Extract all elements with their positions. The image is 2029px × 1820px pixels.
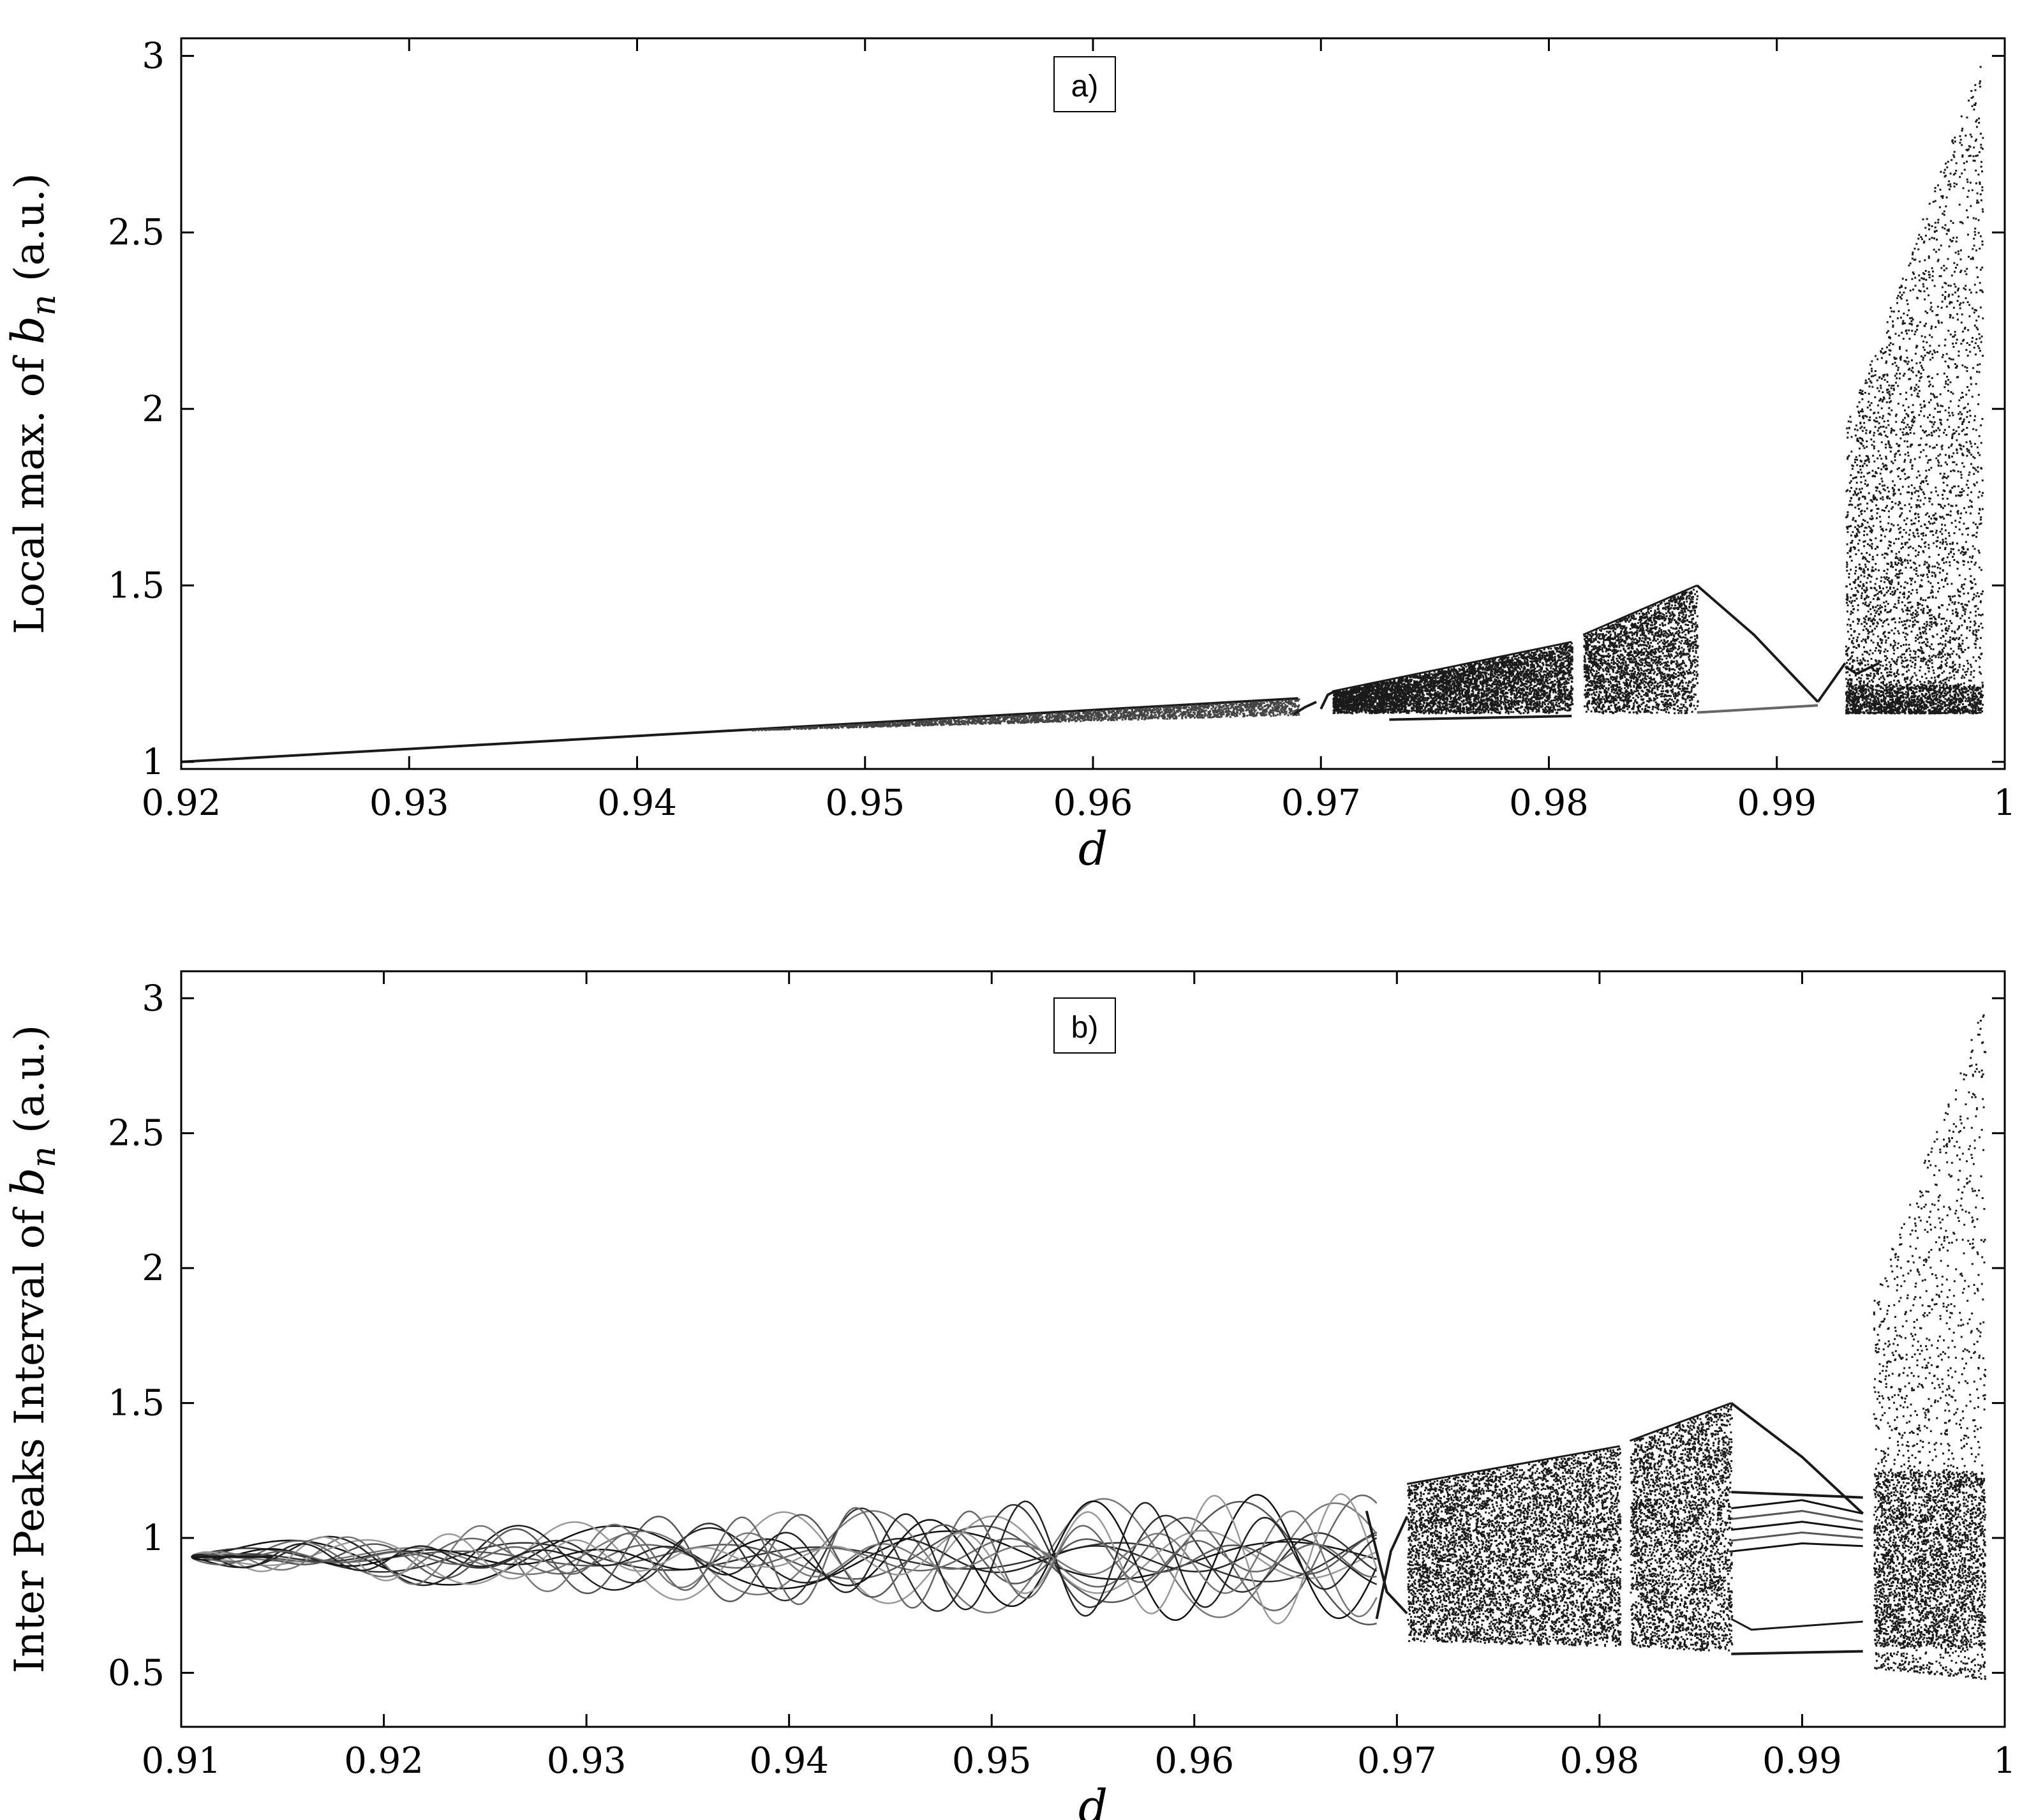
x-tick-label: 0.93 xyxy=(369,782,449,824)
panel-b-x-ticks: 0.91 0.92 0.93 0.94 0.95 0.96 0.97 0.98 0.99 1 xyxy=(142,971,2016,1782)
panel-a-label: a) xyxy=(1071,70,1099,103)
bottom-branch xyxy=(1731,1650,1863,1655)
panel-b-label-box xyxy=(1053,997,1116,1054)
y-tick-label: 1.5 xyxy=(108,565,165,606)
panel-b-axes-frame xyxy=(180,970,2006,1728)
y-tick-label: 2.5 xyxy=(108,212,165,253)
interval-band-edge xyxy=(1629,1402,1732,1442)
middle-branch xyxy=(1731,1542,1863,1553)
wedge-curve xyxy=(191,1531,1378,1583)
rising-branch xyxy=(1817,662,1847,703)
panel-a-x-ticks: 0.92 0.93 0.94 0.95 0.96 0.97 0.98 0.99 1 xyxy=(142,38,2016,824)
wedge-curve xyxy=(191,1500,1378,1617)
x-tick-label: 0.96 xyxy=(1154,1740,1234,1782)
low-branch xyxy=(1389,715,1572,721)
x-tick-label: 0.92 xyxy=(142,782,221,824)
middle-branch xyxy=(1731,1521,1863,1531)
chaotic-band-2 xyxy=(1583,588,1699,715)
middle-branch xyxy=(1731,1510,1863,1523)
descending-branch xyxy=(1696,584,1819,703)
panel-a-y-axis-title-prefix: Local max. of xyxy=(6,345,54,634)
chaotic-band-1 xyxy=(1332,642,1574,715)
x-tick-label: 0.94 xyxy=(597,782,677,824)
x-tick-label: 0.98 xyxy=(1509,782,1589,824)
panel-b-y-axis-title-suffix: (a.u.) xyxy=(6,1025,54,1146)
panel-a-label-box xyxy=(1053,56,1116,112)
x-tick-label: 1 xyxy=(1993,782,2016,824)
panel-a-y-axis-title-var: b xyxy=(2,316,54,345)
panel-b-y-ticks: 0.5 1 1.5 2 2.5 3 xyxy=(108,978,2005,1694)
window-branch-2 xyxy=(1319,690,1335,710)
window-branch-1 xyxy=(1293,701,1317,715)
x-tick-label: 0.93 xyxy=(547,1740,627,1782)
top-branch xyxy=(1731,1491,1863,1499)
chaos-region xyxy=(1845,66,1984,715)
x-tick-label: 0.91 xyxy=(142,1740,221,1782)
panel-b-plot: 0.91 0.92 0.93 0.94 0.95 0.96 0.97 0.98 0.99 1 0.… xyxy=(2,970,2016,1820)
wedge-curve xyxy=(191,1507,1377,1609)
interval-band-1 xyxy=(1407,1447,1622,1647)
panel-a-y-ticks: 1 1.5 2 2.5 3 xyxy=(108,36,2005,783)
wedge-curve xyxy=(191,1510,1378,1618)
x-tick-label: 1 xyxy=(1993,1740,2016,1782)
y-tick-label: 2 xyxy=(142,389,165,430)
period-one-branch xyxy=(181,697,1298,763)
panel-b-data-marks xyxy=(190,1014,1987,1680)
panel-a-y-axis-title: Local max. of bn (a.u.) xyxy=(2,173,63,634)
x-tick-label: 0.99 xyxy=(1737,782,1817,824)
middle-branch xyxy=(1731,1531,1863,1542)
chaos-region xyxy=(1873,1014,1987,1680)
x-tick-label: 0.96 xyxy=(1053,782,1133,824)
chaotic-band-edge xyxy=(1582,585,1698,636)
middle-branch xyxy=(1731,1499,1864,1515)
y-tick-label: 1 xyxy=(142,1518,165,1559)
window-curve-2 xyxy=(1375,1516,1409,1620)
y-tick-label: 0.5 xyxy=(108,1652,165,1694)
panel-a-plot: 0.92 0.93 0.94 0.95 0.96 0.97 0.98 0.99 1 1 1.5 2 2… xyxy=(2,36,2016,876)
panel-a-y-axis-title-sub: n xyxy=(25,295,63,317)
oscillation-band xyxy=(752,698,1300,732)
panel-b-label: b) xyxy=(1071,1011,1099,1045)
flat-branch xyxy=(1697,704,1818,714)
x-tick-label: 0.99 xyxy=(1762,1740,1842,1782)
wedge-curve xyxy=(191,1511,1378,1604)
x-tick-label: 0.94 xyxy=(749,1740,829,1782)
y-tick-label: 1 xyxy=(142,742,165,783)
window-curve-1 xyxy=(1365,1510,1408,1615)
x-tick-label: 0.97 xyxy=(1357,1740,1437,1782)
interval-band-edge xyxy=(1406,1445,1620,1485)
panel-b-x-axis-title: d xyxy=(1078,1780,1108,1820)
y-tick-label: 3 xyxy=(142,978,165,1019)
lower-branch xyxy=(1730,1618,1863,1631)
panel-a-y-axis-title-suffix: (a.u.) xyxy=(6,173,54,294)
panel-b-y-axis-title-var: b xyxy=(2,1168,54,1197)
panel-a-data-marks xyxy=(181,66,1984,763)
x-tick-label: 0.98 xyxy=(1560,1740,1640,1782)
panel-b-y-axis-title-sub: n xyxy=(25,1146,63,1168)
x-tick-label: 0.95 xyxy=(825,782,905,824)
y-tick-label: 3 xyxy=(142,36,165,77)
panel-a-x-axis-title: d xyxy=(1078,822,1108,876)
wedge-curve xyxy=(191,1498,1378,1618)
chaos-floor xyxy=(1845,684,1984,715)
x-tick-label: 0.97 xyxy=(1281,782,1361,824)
y-tick-label: 1.5 xyxy=(108,1383,165,1424)
chaotic-band-edge xyxy=(1332,641,1572,692)
panel-b-y-axis-title: Inter Peaks Interval of bn (a.u.) xyxy=(2,1025,63,1673)
descending-branch xyxy=(1730,1402,1864,1515)
x-tick-label: 0.95 xyxy=(952,1740,1032,1782)
y-tick-label: 2.5 xyxy=(108,1113,165,1154)
panel-b-y-axis-title-prefix: Inter Peaks Interval of xyxy=(6,1197,54,1674)
y-tick-label: 2 xyxy=(142,1248,165,1289)
interval-band-2 xyxy=(1630,1403,1734,1652)
x-tick-label: 0.92 xyxy=(344,1740,424,1782)
